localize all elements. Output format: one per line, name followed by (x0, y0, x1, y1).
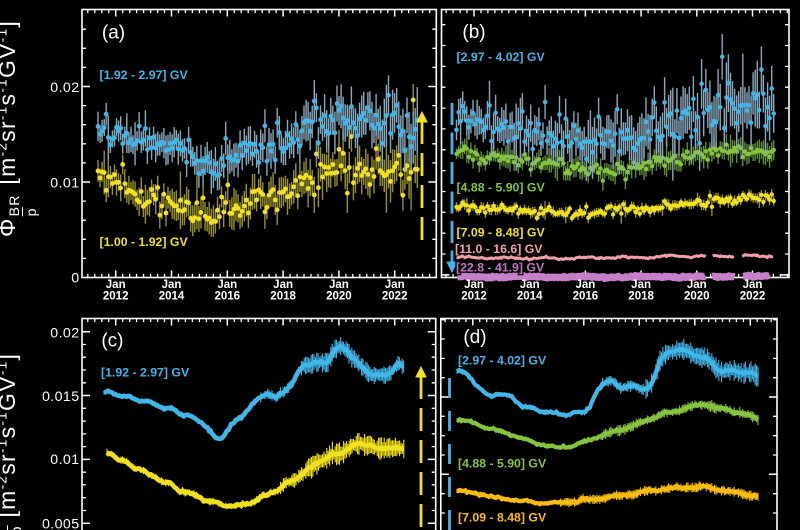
svg-text:2012: 2012 (461, 291, 487, 303)
svg-text:[22.8 - 41.9] GV: [22.8 - 41.9] GV (456, 260, 545, 274)
svg-text:[1.00 - 1.92] GV: [1.00 - 1.92] GV (100, 235, 189, 249)
svg-text:2016: 2016 (573, 291, 599, 303)
svg-text:[11.0 - 16.6] GV: [11.0 - 16.6] GV (455, 242, 543, 256)
svg-text:[2.97 - 4.02] GV: [2.97 - 4.02] GV (458, 354, 547, 368)
svg-text:[7.09 - 8.48] GV: [7.09 - 8.48] GV (458, 511, 547, 525)
svg-text:(a): (a) (102, 23, 125, 44)
svg-text:(d): (d) (463, 327, 486, 348)
svg-text:(c): (c) (101, 331, 123, 352)
svg-text:Jan: Jan (631, 279, 651, 291)
svg-text:2016: 2016 (215, 291, 241, 303)
svg-text:0: 0 (71, 271, 79, 287)
svg-text:[2.97 - 4.02] GV: [2.97 - 4.02] GV (457, 50, 546, 64)
svg-text:Jan: Jan (464, 279, 484, 291)
svg-text:2018: 2018 (628, 291, 654, 303)
svg-text:2014: 2014 (517, 291, 543, 303)
svg-text:0.005: 0.005 (42, 517, 80, 530)
svg-text:(b): (b) (462, 22, 485, 43)
svg-text:Jan: Jan (162, 279, 182, 291)
svg-text:0.015: 0.015 (42, 389, 80, 405)
svg-text:[7.09 - 8.48] GV: [7.09 - 8.48] GV (457, 226, 546, 240)
svg-text:0.01: 0.01 (50, 176, 79, 192)
svg-text:0.02: 0.02 (50, 80, 79, 96)
svg-text:[1.92 - 2.97] GV: [1.92 - 2.97] GV (100, 68, 189, 82)
svg-text:Jan: Jan (385, 279, 405, 291)
svg-text:2018: 2018 (270, 291, 296, 303)
svg-text:Jan: Jan (106, 279, 126, 291)
svg-text:Jan: Jan (273, 279, 293, 291)
svg-text:Jan: Jan (520, 279, 540, 291)
svg-text:[4.88 - 5.90] GV: [4.88 - 5.90] GV (457, 181, 546, 195)
svg-text:Jan: Jan (743, 279, 763, 291)
svg-text:[1.92 - 2.97] GV: [1.92 - 2.97] GV (101, 366, 190, 380)
svg-text:2014: 2014 (159, 291, 185, 303)
svg-text:Jan: Jan (217, 279, 237, 291)
svg-text:2012: 2012 (103, 291, 129, 303)
svg-text:Jan: Jan (687, 279, 707, 291)
svg-text:2020: 2020 (684, 291, 710, 303)
svg-text:Jan: Jan (329, 279, 349, 291)
svg-text:0.01: 0.01 (50, 452, 79, 468)
svg-text:0.02: 0.02 (50, 325, 79, 341)
svg-text:2022: 2022 (740, 291, 766, 303)
svg-text:2022: 2022 (382, 291, 408, 303)
svg-text:2020: 2020 (326, 291, 352, 303)
svg-text:Jan: Jan (575, 279, 595, 291)
svg-text:[4.88 - 5.90] GV: [4.88 - 5.90] GV (458, 457, 547, 471)
